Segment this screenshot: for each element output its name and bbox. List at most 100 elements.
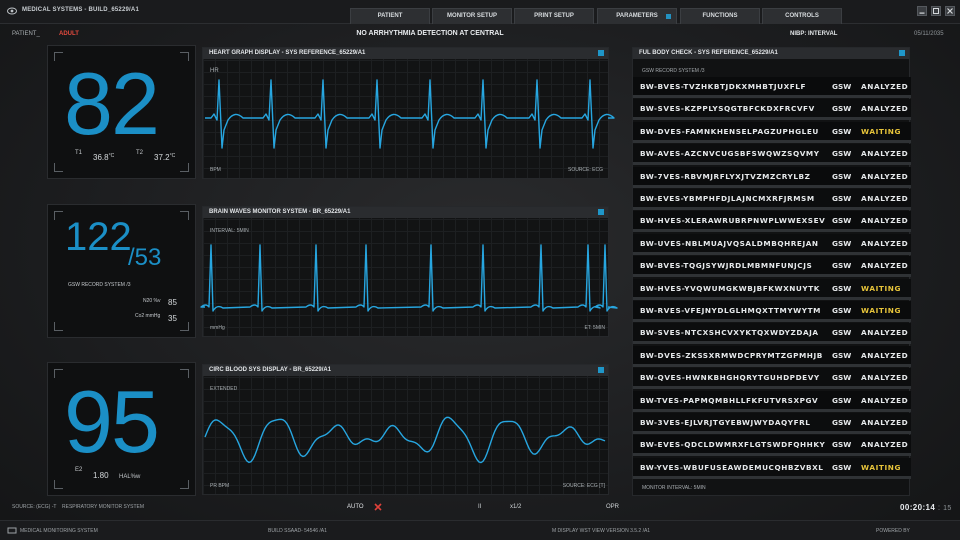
maximize-button[interactable]	[931, 6, 941, 16]
close-button[interactable]	[945, 6, 955, 16]
record-code: BW-BVES-TQGJSYWJRDLMBMNFUNJCJS	[640, 261, 813, 271]
list-item[interactable]: BW-AVES-AZCNVCUGSBFSWQWZSQVMY GSW ANALYZED	[633, 144, 911, 166]
list-item[interactable]: BW-7VES-RBVMJRFLYXJTVZMZCRYLBZ GSW ANALYZE…	[633, 166, 911, 188]
system-label: MEDICAL MONITORING SYSTEM	[20, 528, 98, 534]
version-label: M DISPLAY WST VIEW VERSION 3.5.2 /A1	[552, 528, 651, 534]
list-item[interactable]: BW-SVES-KZPPLYSQGTBFCKDXFRCVFV GSW ANALYZE…	[633, 99, 911, 121]
n20-value: 85	[168, 298, 177, 307]
circ-waveform	[204, 416, 606, 464]
spo2-value: 95	[64, 372, 160, 471]
t1-label: T1	[75, 150, 83, 156]
record-code: BW-YVES-WBUFUSEAWDEMUCQHBZVBXL	[640, 462, 824, 472]
record-code: BW-HVES-YVQWUMGKWBJBFKWXNUYTK	[640, 283, 820, 293]
n20-label: N20 %v	[143, 298, 161, 304]
minimize-button[interactable]	[917, 6, 927, 16]
opr-label[interactable]: OPR	[606, 504, 620, 510]
tab-print-setup[interactable]: PRINT SETUP	[514, 8, 594, 24]
tab-parameters[interactable]: PARAMETERS	[597, 8, 677, 24]
list-item[interactable]: BW-BVES-TVZHKBTJDKXMHBTJUXFLF GSW ANALYZED	[633, 77, 911, 98]
maximize-icon	[933, 8, 939, 14]
record-tag: GSW	[832, 216, 852, 226]
heart-graph-panel: HEART GRAPH DISPLAY - SYS REFERENCE_6522…	[202, 47, 615, 179]
eye-icon	[7, 7, 17, 15]
list-item[interactable]: BW-BVES-TQGJSYWJRDLMBMNFUNJCJS GSW ANALYZE…	[633, 256, 911, 278]
status-badge: ANALYZED	[861, 238, 909, 248]
heart-rate-box: 82 T1 36.8°C T2 37.2°C	[47, 45, 196, 179]
top-bar: MEDICAL SYSTEMS - BUILD_65229/A1 PATIENT…	[0, 0, 960, 24]
list-item[interactable]: BW-QVES-HWNKBHGHQRYTGUHDPDEVY GSW ANALYZED	[633, 368, 911, 390]
tab-monitor-setup[interactable]: MONITOR SETUP	[432, 8, 512, 24]
list-item[interactable]: BW-DVES-FAMNKHENSELPAGZUPHGLEU GSW WAITING	[633, 121, 911, 143]
list-item[interactable]: BW-TVES-PAPMQMBHLLFKFUTVRSXPGV GSW ANALYZE…	[633, 390, 911, 412]
record-code: BW-7VES-RBVMJRFLYXJTVZMZCRYLBZ	[640, 171, 811, 181]
adult-badge: ADULT	[59, 31, 79, 37]
auto-label[interactable]: AUTO	[347, 504, 364, 510]
list-item[interactable]: BW-EVES-QDCLDWMRXFLGTSWDFQHHKY GSW ANALYZE…	[633, 435, 911, 457]
panel-indicator	[899, 50, 905, 56]
nibp-status: NIBP: INTERVAL	[790, 31, 838, 37]
status-badge: ANALYZED	[861, 171, 909, 181]
list-item[interactable]: BW-3VES-EJLVRJTGYEBWJWYDAQYFRL GSW ANALYZE…	[633, 413, 911, 434]
mmhg-label: mmHg	[210, 325, 225, 331]
patient-label[interactable]: PATIENT_	[12, 31, 40, 37]
panel-header: BRAIN WAVES MONITOR SYSTEM - BR_65229/A1	[203, 207, 608, 218]
co2-label: Co2 mmHg	[135, 313, 161, 319]
list-item[interactable]: BW-YVES-WBUFUSEAWDEMUCQHBZVBXL GSW WAITING	[633, 457, 911, 479]
alarm-off-icon[interactable]	[374, 503, 382, 511]
list-item[interactable]: BW-HVES-YVQWUMGKWBJBFKWXNUYTK GSW WAITING	[633, 278, 911, 300]
record-tag: GSW	[832, 261, 852, 271]
panel-title: FUL BODY CHECK - SYS REFERENCE_65229/A1	[639, 50, 778, 56]
hal-label: HAL%w	[119, 474, 141, 480]
app-title: MEDICAL SYSTEMS - BUILD_65229/A1	[22, 7, 139, 13]
status-badge: ANALYZED	[861, 328, 909, 338]
record-code: BW-TVES-PAPMQMBHLLFKFUTVRSXPGV	[640, 395, 819, 405]
panel-title: CIRC BLOOD SYS DISPLAY - BR_65229/A1	[209, 367, 332, 373]
status-badge: WAITING	[861, 126, 902, 136]
status-badge: ANALYZED	[861, 261, 909, 271]
record-code: BW-BVES-TVZHKBTJDKXMHBTJUXFLF	[640, 82, 807, 91]
lead-label[interactable]: II	[478, 504, 482, 510]
record-code: BW-SVES-NTCXSHCVXYKTQXWDYZDAJA	[640, 328, 819, 338]
circ-blood-panel: CIRC BLOOD SYS DISPLAY - BR_65229/A1 EXT…	[202, 364, 609, 495]
et-label: ET: 5MIN	[584, 325, 605, 331]
close-icon	[947, 8, 953, 14]
list-item[interactable]: BW-DVES-ZKSSXRMWDCPRYMTZGPMHJB GSW ANALYZE…	[633, 345, 911, 367]
source-ecg-footer: SOURCE: (ECG) -T	[12, 504, 57, 510]
hr-label: HR	[210, 68, 219, 74]
blood-pressure-box: 122 /53 GSW RECORD SYSTEM /3 N20 %v 85 C…	[47, 204, 196, 338]
record-code: BW-UVES-NBLMUAJVQSALDMBQHREJAN	[640, 238, 819, 248]
alert-message: NO ARRHYTHMIA DETECTION AT CENTRAL	[356, 30, 504, 37]
t1-value: 36.8°C	[93, 153, 115, 162]
tab-functions[interactable]: FUNCTIONS	[680, 8, 760, 24]
status-badge: ANALYZED	[861, 373, 909, 383]
t2-label: T2	[136, 150, 144, 156]
co2-value: 35	[168, 314, 177, 323]
systolic-value: 122	[65, 215, 132, 259]
record-tag: GSW	[832, 328, 852, 338]
list-item[interactable]: BW-UVES-NBLMUAJVQSALDMBQHREJAN GSW ANALYZE…	[633, 233, 911, 255]
tab-controls[interactable]: CONTROLS	[762, 8, 842, 24]
status-badge: WAITING	[861, 306, 902, 315]
panel-header: HEART GRAPH DISPLAY - SYS REFERENCE_6522…	[203, 48, 608, 59]
list-item[interactable]: BW-SVES-NTCXSHCVXYKTQXWDYZDAJA GSW ANALYZE…	[633, 323, 911, 345]
record-code: BW-AVES-AZCNVCUGSBFSWQWZSQVMY	[640, 149, 820, 159]
record-tag: GSW	[832, 306, 852, 315]
diastolic-value: /53	[128, 244, 162, 271]
record-tag: GSW	[832, 462, 852, 472]
record-tag: GSW	[832, 104, 852, 114]
record-system-label: GSW RECORD SYSTEM /3	[68, 282, 131, 288]
body-check-panel: FUL BODY CHECK - SYS REFERENCE_65229/A1 …	[632, 47, 911, 496]
date: 05/11/2035	[914, 31, 944, 37]
scale-label[interactable]: x1/2	[510, 504, 522, 510]
list-item[interactable]: BW-EVES-YBMPHFDJLAJNCMXRFJRMSM GSW ANALYZE…	[633, 189, 911, 210]
source-ecg-label: SOURCE: ECG [T]	[562, 483, 605, 489]
timer: 00:20:14 : 15	[900, 503, 952, 512]
respiratory-label: RESPIRATORY MONITOR SYSTEM	[62, 504, 145, 510]
status-badge: WAITING	[861, 462, 902, 472]
tab-patient[interactable]: PATIENT	[350, 8, 430, 24]
t2-value: 37.2°C	[154, 153, 176, 162]
list-item[interactable]: BW-RVES-VFEJNYDLGLHMQXTTMYWYTM GSW WAITING	[633, 301, 911, 322]
list-item[interactable]: BW-HVES-XLERAWRUBRPNWPLWWEXSEV GSW ANALYZE…	[633, 211, 911, 233]
record-tag: GSW	[832, 418, 852, 427]
record-code: BW-DVES-ZKSSXRMWDCPRYMTZGPMHJB	[640, 350, 823, 360]
